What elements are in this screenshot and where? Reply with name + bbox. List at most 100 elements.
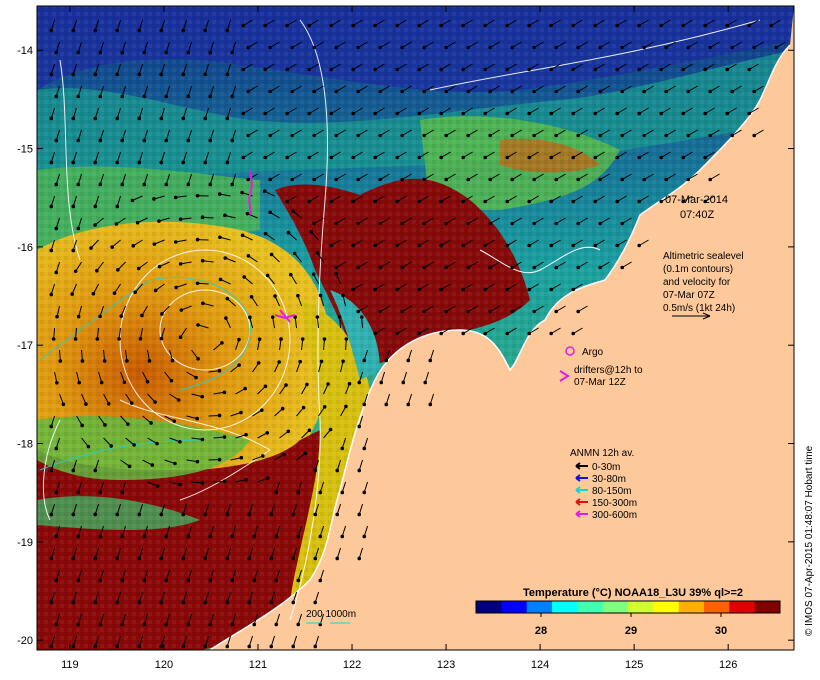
velocity-arrow [687, 85, 698, 92]
velocity-arrow [279, 384, 287, 395]
velocity-arrow-head [246, 177, 250, 182]
velocity-arrow-head [174, 285, 178, 290]
velocity-arrow-head [395, 243, 399, 248]
velocity-arrow [76, 415, 83, 426]
velocity-arrow [665, 41, 676, 48]
velocity-arrow-head [725, 67, 729, 72]
velocity-arrow-head [95, 268, 99, 273]
velocity-arrow [379, 261, 390, 268]
velocity-arrow [75, 327, 78, 339]
velocity-arrow [275, 481, 281, 493]
velocity-arrow-head [439, 331, 443, 336]
velocity-arrow [142, 371, 149, 383]
velocity-arrow-head [351, 23, 355, 28]
velocity-arrow-head [483, 199, 487, 204]
velocity-arrow [248, 503, 254, 515]
velocity-arrow-head [335, 512, 340, 517]
velocity-arrow-head [312, 177, 316, 182]
velocity-arrow-head [230, 138, 235, 143]
velocity-arrow [213, 342, 223, 351]
velocity-arrow-head [335, 556, 340, 561]
velocity-arrow-head [318, 293, 323, 298]
velocity-arrow [345, 383, 350, 395]
velocity-arrow-head [505, 331, 509, 336]
velocity-arrow [220, 278, 231, 285]
velocity-arrow [599, 217, 610, 224]
velocity-arrow [138, 503, 144, 515]
velocity-arrow [638, 107, 649, 114]
velocity-arrow-head [378, 133, 382, 138]
velocity-arrow [50, 19, 56, 31]
velocity-arrow-head [115, 204, 120, 209]
velocity-arrow-head [615, 67, 619, 72]
velocity-arrow-head [241, 23, 245, 28]
velocity-arrow [160, 503, 166, 515]
velocity-arrow-head [119, 314, 124, 318]
lon-tick-label: 124 [531, 659, 549, 671]
velocity-arrow [99, 305, 105, 317]
velocity-arrow-head [379, 380, 384, 385]
velocity-arrow-head [296, 490, 301, 495]
velocity-arrow-head [549, 287, 553, 292]
velocity-arrow [682, 19, 693, 26]
velocity-arrow-head [200, 481, 205, 485]
velocity-arrow [528, 283, 539, 290]
velocity-arrow [379, 41, 390, 48]
velocity-arrow-head [444, 177, 448, 182]
velocity-arrow-head [269, 556, 274, 561]
velocity-arrow [186, 371, 197, 378]
velocity-arrow [270, 591, 276, 603]
velocity-arrow [286, 63, 297, 70]
velocity-arrow-head [54, 94, 59, 99]
velocity-arrow-head [115, 556, 120, 561]
velocity-arrow [296, 452, 306, 461]
velocity-arrow-head [483, 67, 487, 72]
velocity-arrow [78, 305, 83, 317]
velocity-arrow [219, 193, 231, 197]
velocity-arrow-head [208, 182, 213, 187]
velocity-arrow [186, 459, 198, 463]
velocity-arrow-head [554, 309, 558, 314]
velocity-arrow [550, 151, 561, 158]
velocity-arrow-head [208, 534, 213, 539]
velocity-arrow-head [195, 281, 200, 286]
velocity-arrow-head [76, 182, 81, 187]
velocity-arrow [335, 217, 346, 224]
velocity-arrow-head [378, 221, 382, 226]
velocity-arrow [98, 415, 106, 426]
velocity-arrow [489, 85, 500, 92]
velocity-arrow-head [357, 556, 362, 561]
velocity-arrow-head [98, 50, 103, 55]
velocity-arrow [264, 19, 275, 26]
velocity-arrow-head [246, 133, 250, 138]
velocity-arrow-head [230, 534, 235, 539]
velocity-arrow-head [664, 45, 668, 50]
velocity-arrow [274, 408, 283, 417]
velocity-arrow-head [373, 23, 377, 28]
velocity-arrow-head [400, 309, 404, 314]
velocity-arrow-head [140, 313, 144, 318]
velocity-arrow [429, 393, 435, 405]
velocity-arrow [286, 151, 297, 158]
velocity-arrow-head [488, 265, 492, 270]
velocity-arrow [462, 19, 473, 26]
velocity-arrow-head [510, 177, 514, 182]
velocity-arrow [204, 19, 210, 31]
velocity-arrow [379, 305, 390, 312]
velocity-arrow [528, 239, 539, 246]
velocity-arrow [314, 547, 320, 559]
velocity-arrow-head [312, 89, 316, 94]
velocity-arrow [418, 195, 429, 202]
velocity-arrow [99, 41, 105, 53]
velocity-arrow [291, 41, 302, 48]
velocity-arrow [462, 63, 473, 70]
velocity-arrow [594, 239, 605, 246]
velocity-arrow-head [296, 534, 301, 539]
velocity-arrow [59, 349, 61, 362]
velocity-arrow [99, 481, 105, 493]
velocity-arrow [264, 190, 275, 197]
velocity-arrow [54, 371, 58, 383]
velocity-arrow-head [747, 67, 751, 72]
velocity-arrow-head [160, 312, 164, 316]
velocity-arrow [153, 195, 165, 200]
